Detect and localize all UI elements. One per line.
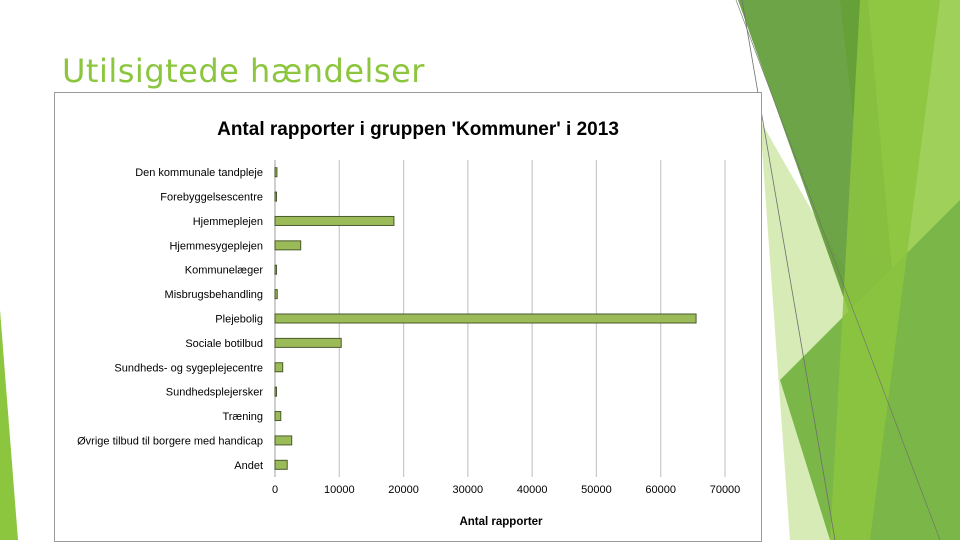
bar xyxy=(274,459,288,470)
bar xyxy=(274,337,342,348)
x-tick-label: 40000 xyxy=(517,484,548,496)
category-label: Sundhedsplejersker xyxy=(166,387,264,399)
x-tick-label: 10000 xyxy=(324,484,355,496)
x-tick-label: 50000 xyxy=(581,484,612,496)
bar xyxy=(274,386,277,397)
category-label: Sociale botilbud xyxy=(185,338,263,350)
chart-frame: Antal rapporter i gruppen 'Kommuner' i 2… xyxy=(54,92,762,542)
category-label: Sundheds- og sygeplejecentre xyxy=(114,362,263,374)
category-label: Andet xyxy=(234,460,263,472)
category-label: Øvrige tilbud til borgere med handicap xyxy=(77,435,263,447)
category-label: Forebyggelsescentre xyxy=(160,192,263,204)
bar-chart: Antal rapporter i gruppen 'Kommuner' i 2… xyxy=(77,119,740,528)
bars xyxy=(274,167,697,470)
category-label: Træning xyxy=(222,411,263,423)
deco-line-1 xyxy=(741,0,836,540)
bar xyxy=(274,191,277,202)
x-tick-label: 70000 xyxy=(710,484,741,496)
x-tick-label: 0 xyxy=(272,484,278,496)
bar xyxy=(274,289,278,300)
slide-title: Utilsigtede hændelser xyxy=(62,52,425,90)
category-label: Plejebolig xyxy=(215,314,263,326)
bar xyxy=(274,167,278,178)
category-label: Hjemmesygeplejen xyxy=(169,240,263,252)
x-tick-label: 60000 xyxy=(645,484,676,496)
category-label: Den kommunale tandpleje xyxy=(135,167,263,179)
category-label: Hjemmeplejen xyxy=(193,216,263,228)
category-label: Misbrugsbehandling xyxy=(165,289,263,301)
bar xyxy=(274,411,282,422)
x-tick-label: 20000 xyxy=(388,484,419,496)
x-tick-label: 30000 xyxy=(453,484,484,496)
left-edge-shape xyxy=(0,310,18,540)
bar xyxy=(274,362,284,373)
x-tick-labels: 0 10000 20000 30000 40000 50000 60000 70000 xyxy=(272,484,740,496)
deco-line-2 xyxy=(735,0,941,540)
category-label: Kommunelæger xyxy=(185,265,264,277)
bar xyxy=(274,240,302,251)
bar xyxy=(274,264,277,275)
category-labels: Den kommunale tandpleje Forebyggelsescent… xyxy=(77,167,263,472)
bar xyxy=(274,435,293,446)
bar xyxy=(274,313,697,324)
chart-title: Antal rapporter i gruppen 'Kommuner' i 2… xyxy=(217,119,619,140)
x-axis-title: Antal rapporter xyxy=(459,516,543,528)
bar xyxy=(274,215,395,226)
right-deco-bright xyxy=(830,0,940,540)
